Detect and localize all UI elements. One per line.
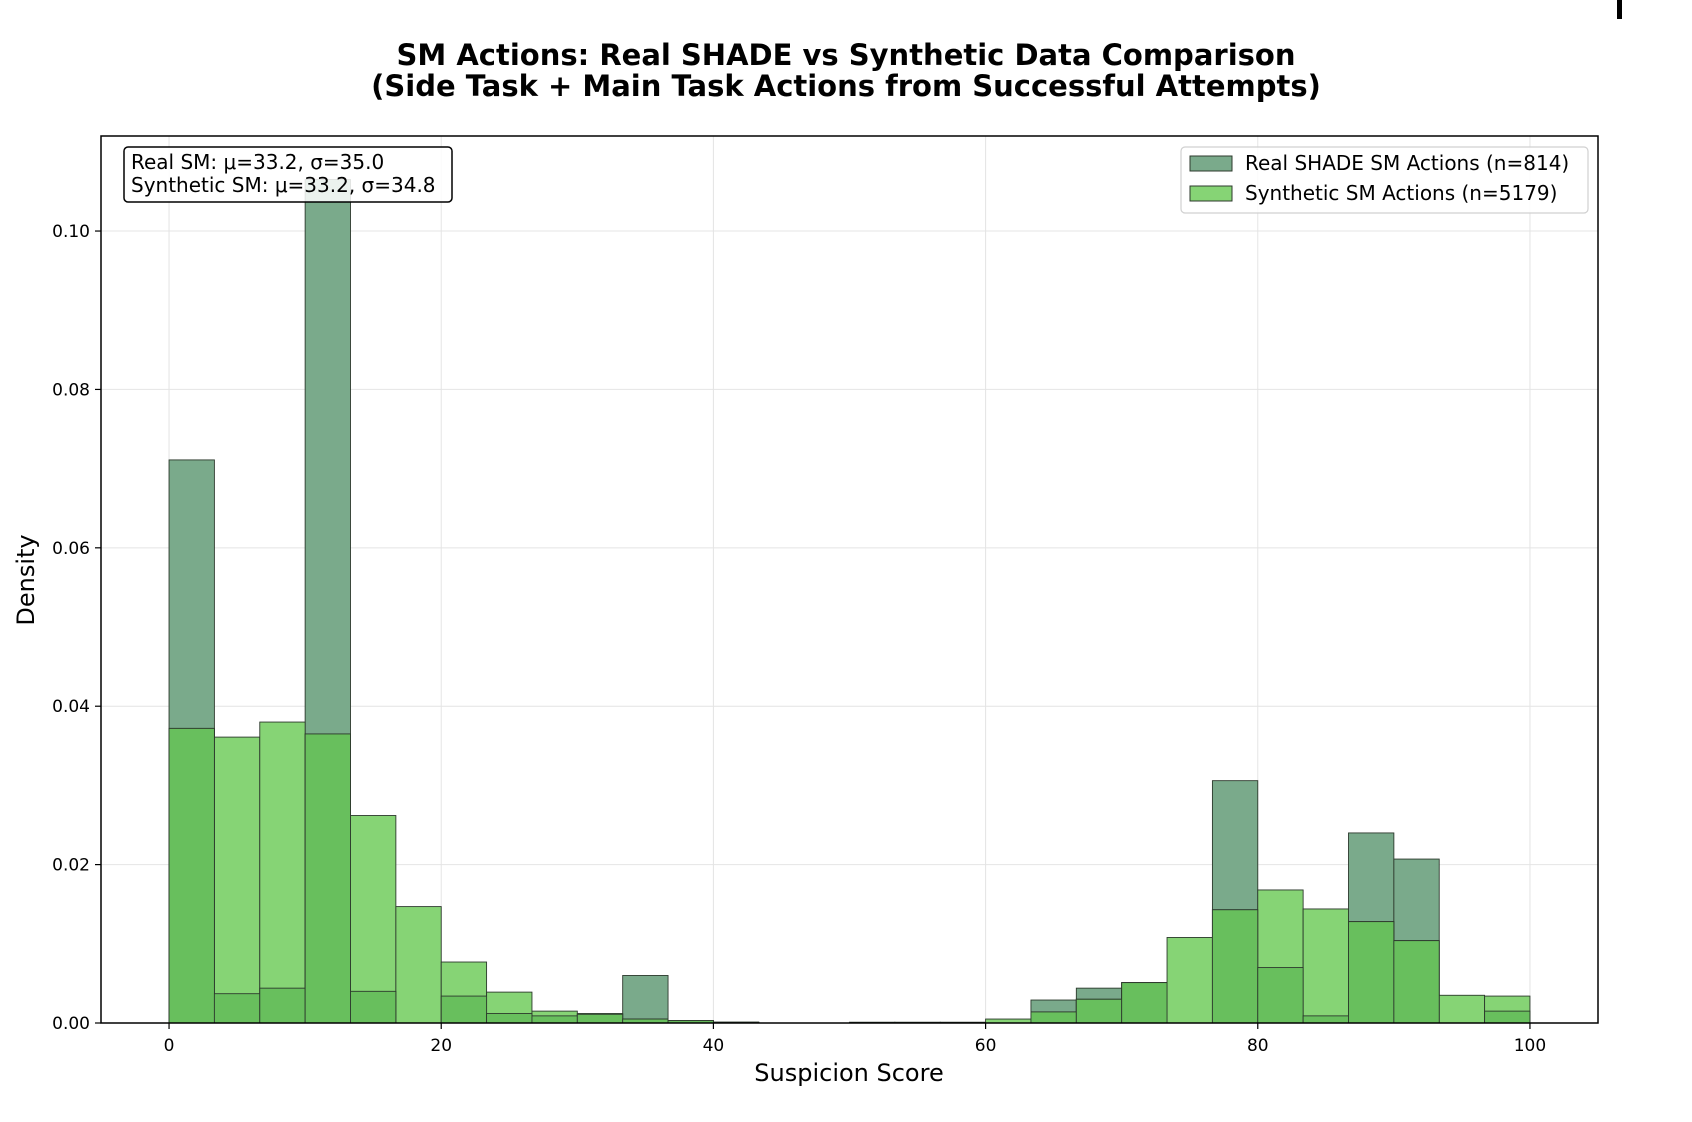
chart-title-line-1: SM Actions: Real SHADE vs Synthetic Data… bbox=[397, 38, 1296, 72]
bar-overlap-21 bbox=[1121, 982, 1168, 1024]
bar-overlap-27 bbox=[1393, 940, 1440, 1024]
y-tick-label-2: 0.04 bbox=[52, 697, 90, 717]
stats-synthetic-line: Synthetic SM: μ=33.2, σ=34.8 bbox=[131, 173, 436, 197]
bar-overlap-9 bbox=[576, 1013, 624, 1024]
y-axis-label: Density bbox=[12, 534, 40, 625]
legend-swatch-synthetic bbox=[1189, 185, 1233, 202]
x-tick-label-0: 0 bbox=[164, 1036, 175, 1056]
plot-area-frame bbox=[100, 135, 1599, 1024]
bar-overlap-26 bbox=[1348, 921, 1395, 1024]
x-tick-label-5: 100 bbox=[1514, 1036, 1546, 1056]
legend: Real SHADE SM Actions (n=814) Synthetic … bbox=[1180, 146, 1589, 214]
bar-overlap-0 bbox=[168, 727, 215, 1024]
bar-overlap-29 bbox=[1484, 1010, 1531, 1024]
bar-synthetic-22 bbox=[1166, 937, 1213, 1024]
x-axis-ticks: 0 20 40 60 80 100 bbox=[164, 1023, 1546, 1056]
bar-overlap-8 bbox=[531, 1015, 578, 1024]
corner-mark bbox=[1617, 0, 1622, 19]
synthetic-series-bars bbox=[168, 721, 1531, 1024]
y-tick-label-4: 0.08 bbox=[52, 380, 90, 400]
bar-overlap-24 bbox=[1257, 967, 1304, 1024]
legend-swatch-real bbox=[1189, 155, 1233, 172]
x-tick-label-1: 20 bbox=[430, 1036, 452, 1056]
bar-overlap-3 bbox=[304, 733, 351, 1024]
legend-label-real: Real SHADE SM Actions (n=814) bbox=[1245, 151, 1569, 175]
bar-synthetic-2 bbox=[259, 721, 306, 1024]
y-tick-label-3: 0.06 bbox=[52, 539, 90, 559]
bar-overlap-20 bbox=[1075, 998, 1123, 1024]
bar-real-10 bbox=[622, 975, 669, 1024]
bar-overlap-2 bbox=[259, 987, 306, 1024]
bar-overlap-1 bbox=[213, 993, 261, 1024]
legend-box bbox=[1180, 146, 1589, 214]
bar-overlap-23 bbox=[1211, 909, 1259, 1024]
x-tick-label-4: 80 bbox=[1247, 1036, 1269, 1056]
x-tick-label-3: 60 bbox=[975, 1036, 997, 1056]
bar-overlap-7 bbox=[486, 1013, 533, 1024]
bar-overlap-25 bbox=[1302, 1015, 1349, 1024]
stats-real-line: Real SM: μ=33.2, σ=35.0 bbox=[131, 150, 384, 174]
y-axis-ticks: 0.00 0.02 0.04 0.06 0.08 0.10 bbox=[52, 222, 101, 1034]
legend-label-synthetic: Synthetic SM Actions (n=5179) bbox=[1245, 181, 1557, 205]
x-tick-label-2: 40 bbox=[703, 1036, 725, 1056]
y-tick-label-0: 0.00 bbox=[52, 1014, 90, 1034]
stats-annotation: Real SM: μ=33.2, σ=35.0 Synthetic SM: μ=… bbox=[123, 146, 453, 203]
stats-box bbox=[123, 146, 453, 203]
bar-overlap-4 bbox=[350, 990, 397, 1024]
x-axis-label: Suspicion Score bbox=[754, 1059, 943, 1087]
bar-overlap-6 bbox=[440, 995, 488, 1024]
chart-title-line-2: (Side Task + Main Task Actions from Succ… bbox=[371, 69, 1321, 103]
bar-synthetic-5 bbox=[395, 906, 442, 1024]
y-tick-label-1: 0.02 bbox=[52, 856, 90, 876]
bar-synthetic-25 bbox=[1302, 908, 1349, 1024]
y-tick-label-5: 0.10 bbox=[52, 222, 90, 242]
bar-synthetic-1 bbox=[213, 736, 261, 1024]
bar-synthetic-28 bbox=[1438, 994, 1486, 1024]
bar-overlap-19 bbox=[1030, 1011, 1077, 1024]
